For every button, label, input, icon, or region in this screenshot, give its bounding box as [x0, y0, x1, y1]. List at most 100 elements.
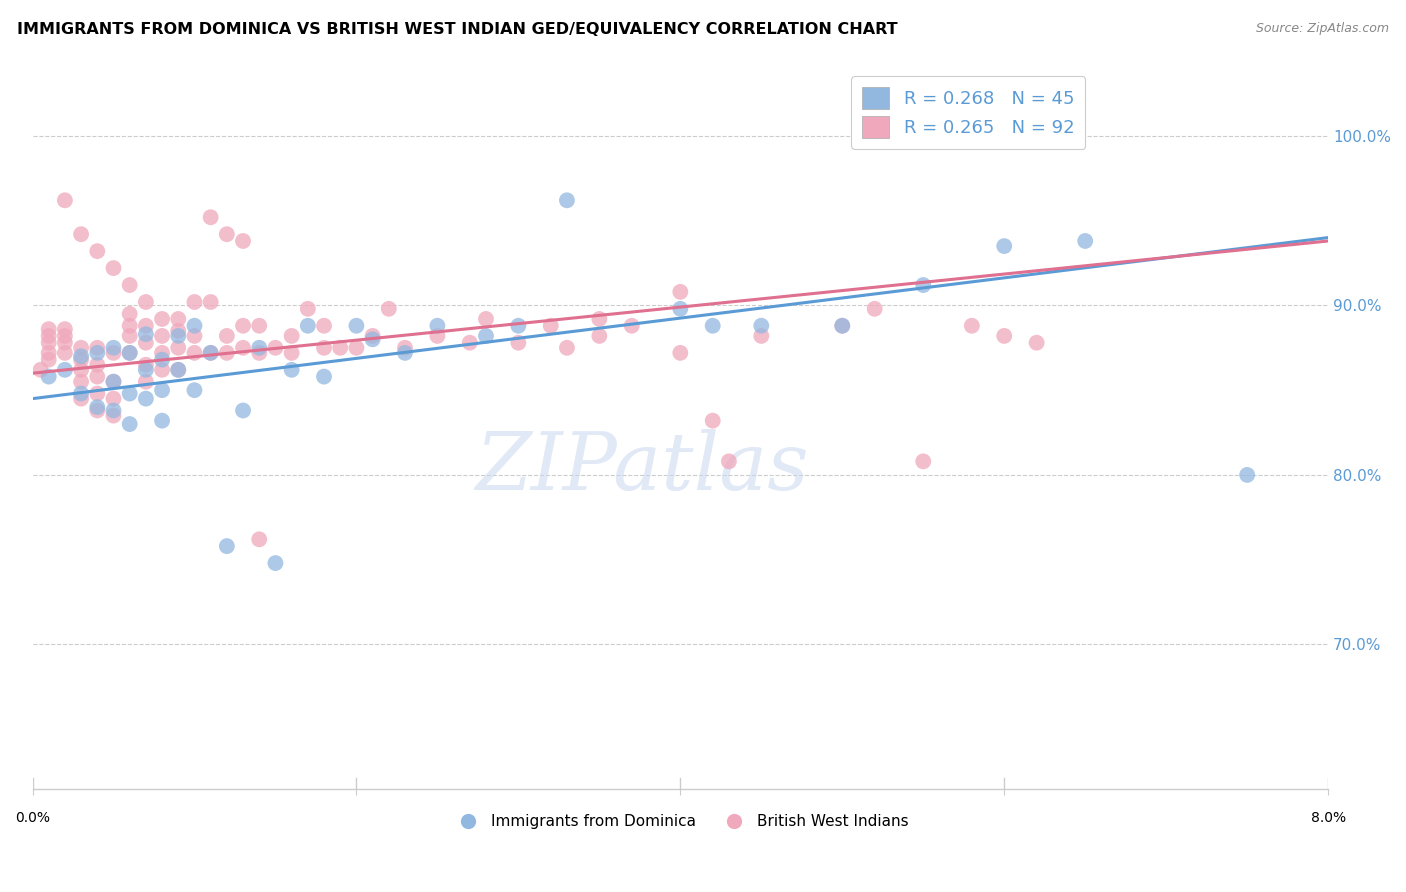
Point	[135, 295, 157, 310]
Point	[232, 403, 254, 417]
Point	[669, 346, 692, 360]
Point	[70, 341, 93, 355]
Point	[53, 363, 76, 377]
Point	[232, 234, 254, 248]
Point	[831, 318, 853, 333]
Text: ZIPatlas: ZIPatlas	[475, 429, 808, 507]
Point	[508, 318, 530, 333]
Point	[702, 318, 724, 333]
Text: IMMIGRANTS FROM DOMINICA VS BRITISH WEST INDIAN GED/EQUIVALENCY CORRELATION CHAR: IMMIGRANTS FROM DOMINICA VS BRITISH WEST…	[17, 22, 897, 37]
Point	[103, 261, 125, 276]
Point	[912, 454, 935, 468]
Point	[70, 363, 93, 377]
Point	[280, 329, 302, 343]
Point	[135, 358, 157, 372]
Point	[312, 341, 335, 355]
Point	[247, 533, 270, 547]
Point	[167, 312, 190, 326]
Point	[200, 346, 222, 360]
Point	[200, 346, 222, 360]
Point	[53, 322, 76, 336]
Point	[232, 318, 254, 333]
Point	[167, 363, 190, 377]
Point	[103, 403, 125, 417]
Point	[475, 329, 498, 343]
Text: 8.0%: 8.0%	[1310, 811, 1346, 824]
Point	[717, 454, 740, 468]
Point	[103, 341, 125, 355]
Point	[555, 341, 578, 355]
Point	[38, 329, 60, 343]
Point	[118, 318, 141, 333]
Point	[183, 383, 205, 397]
Point	[1025, 335, 1047, 350]
Point	[297, 318, 319, 333]
Point	[150, 329, 173, 343]
Point	[200, 295, 222, 310]
Point	[183, 329, 205, 343]
Point	[86, 386, 108, 401]
Point	[38, 322, 60, 336]
Point	[344, 318, 367, 333]
Point	[378, 301, 401, 316]
Point	[620, 318, 643, 333]
Point	[86, 244, 108, 259]
Point	[247, 341, 270, 355]
Point	[912, 278, 935, 293]
Point	[53, 335, 76, 350]
Point	[669, 285, 692, 299]
Point	[118, 346, 141, 360]
Point	[167, 324, 190, 338]
Point	[280, 346, 302, 360]
Point	[280, 363, 302, 377]
Point	[863, 301, 886, 316]
Point	[70, 392, 93, 406]
Point	[150, 346, 173, 360]
Point	[508, 335, 530, 350]
Point	[183, 346, 205, 360]
Point	[588, 312, 610, 326]
Point	[70, 349, 93, 363]
Point	[38, 346, 60, 360]
Point	[53, 329, 76, 343]
Point	[135, 327, 157, 342]
Point	[70, 386, 93, 401]
Point	[297, 301, 319, 316]
Point	[118, 278, 141, 293]
Point	[118, 417, 141, 431]
Legend: Immigrants from Dominica, British West Indians: Immigrants from Dominica, British West I…	[446, 808, 914, 836]
Point	[247, 346, 270, 360]
Point	[540, 318, 562, 333]
Point	[960, 318, 983, 333]
Point	[394, 346, 416, 360]
Point	[167, 363, 190, 377]
Point	[458, 335, 481, 350]
Point	[215, 539, 238, 553]
Point	[86, 341, 108, 355]
Point	[361, 332, 384, 346]
Point	[167, 341, 190, 355]
Point	[215, 329, 238, 343]
Point	[329, 341, 352, 355]
Point	[53, 194, 76, 208]
Point	[86, 400, 108, 414]
Point	[86, 369, 108, 384]
Point	[426, 318, 449, 333]
Point	[749, 318, 772, 333]
Point	[86, 358, 108, 372]
Point	[232, 341, 254, 355]
Point	[118, 346, 141, 360]
Point	[702, 414, 724, 428]
Point	[103, 392, 125, 406]
Point	[30, 363, 52, 377]
Point	[70, 227, 93, 242]
Point	[118, 307, 141, 321]
Point	[312, 318, 335, 333]
Point	[394, 341, 416, 355]
Point	[1236, 467, 1258, 482]
Point	[361, 329, 384, 343]
Point	[135, 375, 157, 389]
Point	[669, 301, 692, 316]
Point	[150, 383, 173, 397]
Point	[70, 375, 93, 389]
